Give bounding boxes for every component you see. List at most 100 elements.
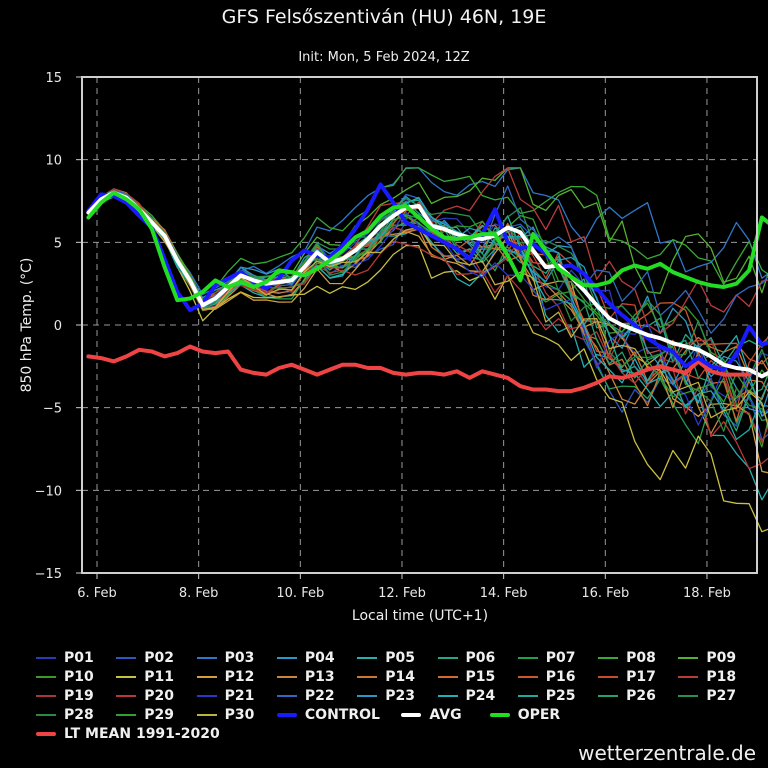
x-tick-label: 16. Feb [581, 586, 629, 601]
legend-label: P03 [224, 649, 255, 666]
legend-swatch [116, 714, 137, 717]
legend-label: P06 [465, 649, 496, 666]
legend-item-p28: P28 [36, 706, 94, 725]
legend-swatch [357, 675, 378, 678]
legend-swatch [517, 656, 538, 659]
legend-label: P07 [545, 649, 576, 666]
legend-swatch [437, 694, 458, 697]
legend-label: P28 [64, 707, 94, 724]
source-credit: wetterzentrale.de [578, 741, 756, 765]
legend-item-p02: P02 [116, 648, 174, 667]
x-tick-label: 10. Feb [276, 586, 324, 601]
member-line-p25 [87, 194, 768, 441]
x-tick-label: 6. Feb [77, 586, 117, 601]
legend-swatch [196, 714, 217, 717]
legend-label: P14 [385, 668, 415, 685]
y-axis-label: 850 hPa Temp. (°C) [19, 258, 35, 393]
legend-swatch [36, 714, 56, 717]
legend-swatch [678, 675, 699, 678]
legend-item-p01: P01 [36, 648, 94, 667]
legend-swatch [489, 713, 510, 718]
legend-item-oper: OPER [489, 706, 561, 725]
legend-item-p07: P07 [517, 648, 576, 667]
legend-label: P19 [64, 687, 94, 704]
legend-item-p26: P26 [598, 686, 656, 705]
legend-item-p15: P15 [437, 667, 496, 686]
member-line-p03 [87, 167, 768, 296]
y-tick-label: 5 [54, 236, 62, 251]
legend-swatch [196, 675, 217, 678]
legend-label: P05 [385, 649, 415, 666]
legend-item-p05: P05 [357, 648, 415, 667]
legend-label: P18 [706, 668, 737, 685]
series-line-avg [86, 190, 768, 379]
legend-label: P25 [545, 687, 576, 704]
legend-label: P11 [144, 668, 175, 685]
legend-swatch [116, 675, 137, 678]
legend-label: P27 [706, 687, 737, 704]
legend-label: P02 [144, 649, 175, 666]
y-tick-label: 0 [54, 319, 62, 334]
legend-label: P09 [706, 649, 737, 666]
legend-label: P08 [626, 649, 656, 666]
member-line-p30 [87, 190, 768, 429]
legend-label: P10 [64, 668, 94, 685]
legend-swatch [357, 656, 378, 659]
legend-label: OPER [517, 707, 561, 724]
series-line-lt-mean-1991-2020 [86, 344, 752, 394]
y-axis-ticks: 15 10 5 0 −5 −10 −15 [35, 71, 82, 582]
legend-item-p27: P27 [678, 686, 736, 705]
legend-item-p22: P22 [276, 686, 335, 705]
legend-swatch [276, 656, 297, 659]
ensemble-chart: 15 10 5 0 −5 −10 −15 6. Feb 8. Feb 10. Feb 12. Fe… [19, 71, 768, 624]
legend-label: P20 [144, 687, 175, 704]
legend-label: P23 [385, 687, 415, 704]
legend-label: P26 [626, 687, 656, 704]
legend-item-p25: P25 [517, 686, 576, 705]
y-tick-label: −5 [43, 402, 62, 417]
legend-label: P12 [224, 668, 255, 685]
y-tick-label: −10 [35, 484, 62, 499]
legend-swatch [276, 694, 297, 697]
legend-label: LT MEAN 1991-2020 [64, 726, 220, 743]
member-line-p24 [87, 191, 768, 417]
legend-swatch [598, 675, 619, 678]
legend-item-p23: P23 [357, 686, 415, 705]
x-tick-label: 8. Feb [179, 586, 219, 601]
legend-swatch [437, 656, 458, 659]
legend-swatch [196, 656, 217, 659]
legend-swatch [116, 656, 137, 659]
grid [82, 77, 757, 573]
legend-swatch [36, 732, 56, 737]
legend-label: P22 [304, 687, 335, 704]
legend-item-p18: P18 [678, 667, 736, 686]
member-line-p18 [87, 167, 768, 334]
legend-swatch [678, 694, 699, 697]
x-tick-label: 14. Feb [480, 586, 528, 601]
legend-swatch [401, 713, 422, 718]
legend-item-p06: P06 [437, 648, 496, 667]
legend-swatch [357, 694, 378, 697]
legend-swatch [36, 675, 56, 678]
legend-item-p20: P20 [116, 686, 174, 705]
legend-swatch [196, 694, 217, 697]
legend-label: P24 [465, 687, 496, 704]
legend-item-p13: P13 [276, 667, 335, 686]
x-tick-label: 18. Feb [683, 586, 731, 601]
series-line-oper [86, 190, 768, 303]
legend-item-p04: P04 [276, 648, 335, 667]
legend-item-p12: P12 [196, 667, 255, 686]
legend-swatch [517, 694, 538, 697]
legend-swatch [276, 675, 297, 678]
x-axis-ticks: 6. Feb 8. Feb 10. Feb 12. Feb 14. Feb 16. Feb… [77, 573, 731, 601]
legend-item-avg: AVG [401, 706, 462, 725]
legend-item-control: CONTROL [276, 706, 380, 725]
legend-label: P15 [465, 668, 496, 685]
y-tick-label: −15 [35, 567, 62, 582]
x-axis-label: Local time (UTC+1) [352, 608, 488, 624]
legend-item-p03: P03 [196, 648, 255, 667]
member-line-p11 [87, 195, 768, 533]
chart-title: GFS Felsőszentiván (HU) 46N, 19E [221, 6, 547, 28]
legend-swatch [517, 675, 538, 678]
legend-item-p10: P10 [36, 667, 94, 686]
